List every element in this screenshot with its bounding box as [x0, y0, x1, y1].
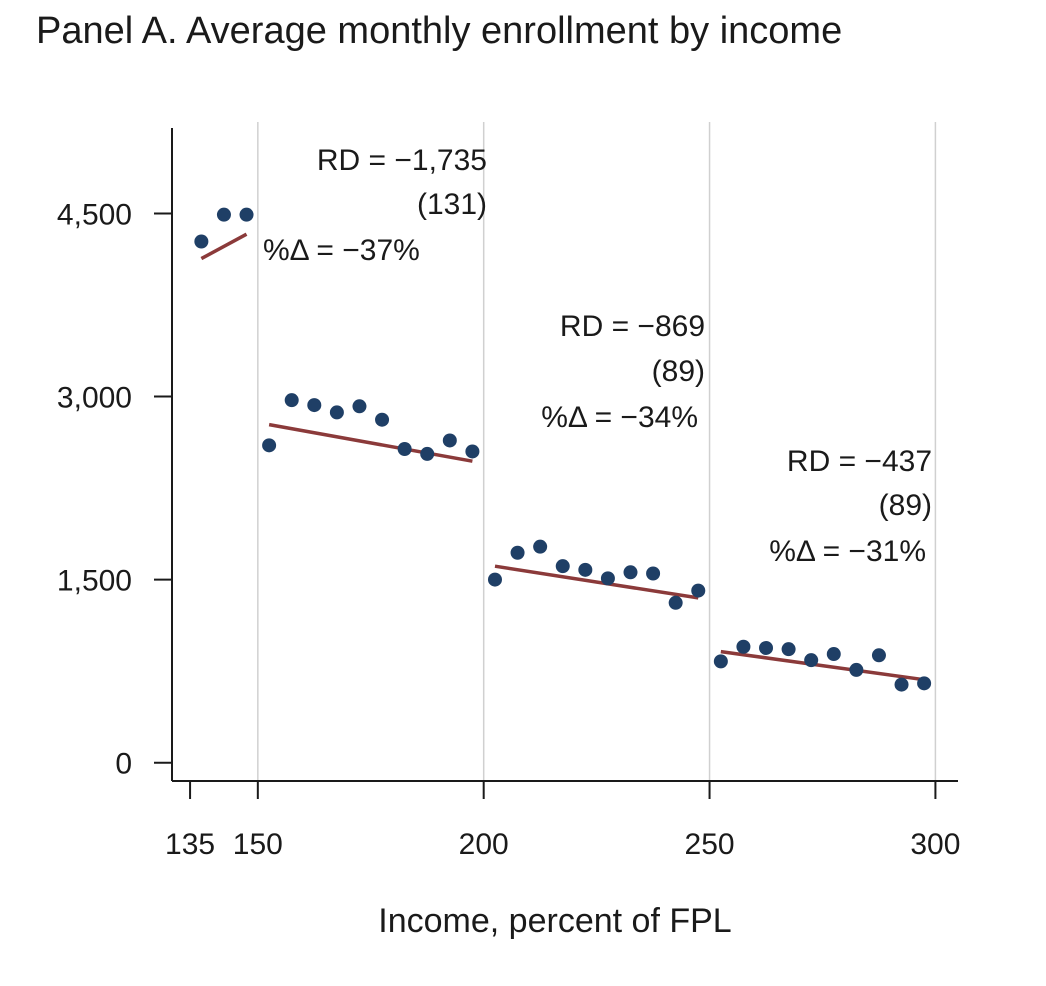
- data-point-22: [691, 583, 706, 598]
- annotation-pct-250: %Δ = −31%: [769, 535, 926, 568]
- x-tick-label-250: 250: [685, 828, 735, 861]
- data-point-25: [759, 640, 774, 655]
- data-point-29: [849, 662, 864, 677]
- data-point-2: [239, 207, 254, 222]
- data-point-32: [917, 676, 932, 691]
- y-tick-label-0: 0: [115, 748, 132, 781]
- data-point-3: [262, 438, 277, 453]
- annotation-se-250: (89): [879, 489, 932, 522]
- annotation-rd-250: RD = −437: [787, 445, 932, 478]
- axes: 0 1,500 3,000 4,500 135 150 200 250 300: [57, 128, 960, 861]
- data-points: [194, 207, 932, 692]
- data-point-26: [781, 642, 796, 657]
- y-tick-label-4500: 4,500: [57, 198, 132, 231]
- fit-line-3: [720, 649, 925, 682]
- fit-line-1: [268, 422, 473, 463]
- data-point-24: [736, 639, 751, 654]
- data-point-0: [194, 234, 209, 249]
- x-tick-label-135: 135: [165, 828, 215, 861]
- data-point-15: [533, 539, 548, 554]
- x-tick-label-150: 150: [233, 828, 283, 861]
- fit-line-0: [200, 232, 248, 261]
- data-point-7: [352, 399, 367, 414]
- data-point-17: [578, 562, 593, 577]
- gridlines: [257, 122, 937, 781]
- x-tick-label-200: 200: [459, 828, 509, 861]
- annotation-rd-200: RD = −869: [560, 310, 705, 343]
- data-point-30: [871, 648, 886, 663]
- annotation-se-150: (131): [417, 188, 487, 221]
- data-point-12: [465, 444, 480, 459]
- data-point-9: [397, 442, 412, 457]
- data-point-6: [329, 405, 344, 420]
- data-point-28: [826, 647, 841, 662]
- data-point-5: [307, 398, 322, 413]
- data-point-18: [600, 571, 615, 586]
- annotation-pct-150: %Δ = −37%: [263, 234, 420, 267]
- data-point-31: [894, 677, 909, 692]
- data-point-16: [555, 559, 570, 574]
- data-point-23: [713, 654, 728, 669]
- x-axis-label: Income, percent of FPL: [378, 902, 731, 940]
- data-point-1: [216, 207, 231, 222]
- annotation-rd-150: RD = −1,735: [317, 144, 487, 177]
- data-point-8: [375, 412, 390, 427]
- annotation-se-200: (89): [652, 355, 705, 388]
- data-point-10: [420, 446, 435, 461]
- data-point-11: [442, 433, 457, 448]
- data-point-21: [668, 595, 683, 610]
- y-tick-label-3000: 3,000: [57, 382, 132, 415]
- data-point-14: [510, 545, 525, 560]
- chart-title: Panel A. Average monthly enrollment by i…: [36, 10, 843, 52]
- data-point-20: [646, 566, 661, 581]
- fit-line-2: [494, 564, 699, 600]
- y-tick-label-1500: 1,500: [57, 565, 132, 598]
- x-tick-label-300: 300: [910, 828, 960, 861]
- annotation-pct-200: %Δ = −34%: [541, 401, 698, 434]
- data-point-13: [487, 572, 502, 587]
- data-point-19: [623, 565, 638, 580]
- data-point-4: [284, 393, 299, 408]
- fit-lines: [200, 232, 925, 682]
- data-point-27: [804, 653, 819, 668]
